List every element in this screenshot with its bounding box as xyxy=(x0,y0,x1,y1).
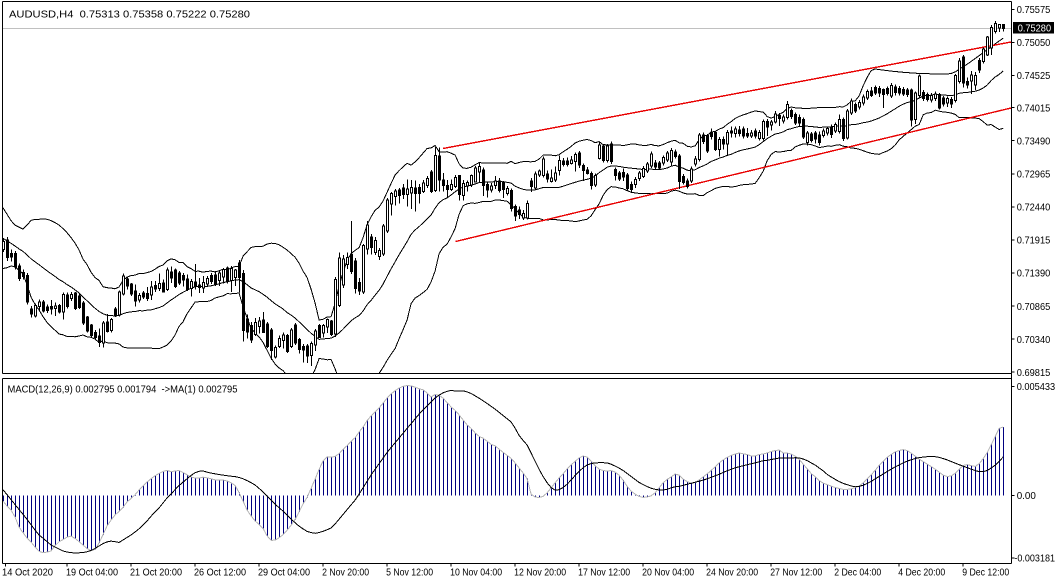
svg-text:24 Nov 20:00: 24 Nov 20:00 xyxy=(706,567,758,579)
svg-text:0.71390: 0.71390 xyxy=(1017,268,1051,280)
svg-text:0.75280: 0.75280 xyxy=(1018,23,1052,35)
svg-text:AUDUSD,H4 0.75313 0.75358 0.7: AUDUSD,H4 0.75313 0.75358 0.75222 0.7528… xyxy=(9,9,250,21)
svg-text:9 Dec 12:00: 9 Dec 12:00 xyxy=(962,567,1009,579)
svg-text:17 Nov 12:00: 17 Nov 12:00 xyxy=(578,567,630,579)
svg-text:4 Dec 20:00: 4 Dec 20:00 xyxy=(898,567,945,579)
svg-text:21 Oct 20:00: 21 Oct 20:00 xyxy=(130,567,182,579)
svg-text:0.00: 0.00 xyxy=(1017,490,1036,502)
svg-text:0.70340: 0.70340 xyxy=(1017,334,1051,346)
svg-text:2 Dec 04:00: 2 Dec 04:00 xyxy=(834,567,881,579)
svg-text:14 Oct 2020: 14 Oct 2020 xyxy=(2,567,53,579)
svg-text:10 Nov 04:00: 10 Nov 04:00 xyxy=(450,567,502,579)
svg-text:0.005433: 0.005433 xyxy=(1017,381,1056,393)
svg-text:0.74015: 0.74015 xyxy=(1017,102,1051,114)
svg-text:0.75050: 0.75050 xyxy=(1017,37,1051,49)
svg-text:0.72440: 0.72440 xyxy=(1017,202,1051,214)
svg-text:0.69815: 0.69815 xyxy=(1017,367,1051,379)
svg-text:19 Oct 04:00: 19 Oct 04:00 xyxy=(66,567,118,579)
svg-text:0.73490: 0.73490 xyxy=(1017,135,1051,147)
svg-text:26 Oct 12:00: 26 Oct 12:00 xyxy=(194,567,246,579)
svg-text:20 Nov 04:00: 20 Nov 04:00 xyxy=(642,567,694,579)
svg-text:5 Nov 12:00: 5 Nov 12:00 xyxy=(386,567,433,579)
svg-text:0.72965: 0.72965 xyxy=(1017,169,1051,181)
svg-text:0.71915: 0.71915 xyxy=(1017,235,1051,247)
svg-text:0.75575: 0.75575 xyxy=(1017,4,1051,16)
svg-text:0.70865: 0.70865 xyxy=(1017,301,1051,313)
svg-text:MACD(12,26,9) 0.002795 0.00179: MACD(12,26,9) 0.002795 0.001794 ->MA(1) … xyxy=(8,384,238,396)
svg-text:-0.003181: -0.003181 xyxy=(1014,553,1055,565)
svg-text:29 Oct 04:00: 29 Oct 04:00 xyxy=(258,567,310,579)
svg-text:27 Nov 12:00: 27 Nov 12:00 xyxy=(770,567,822,579)
svg-text:12 Nov 20:00: 12 Nov 20:00 xyxy=(514,567,566,579)
svg-text:0.74525: 0.74525 xyxy=(1017,70,1051,82)
svg-text:2 Nov 20:00: 2 Nov 20:00 xyxy=(322,567,369,579)
